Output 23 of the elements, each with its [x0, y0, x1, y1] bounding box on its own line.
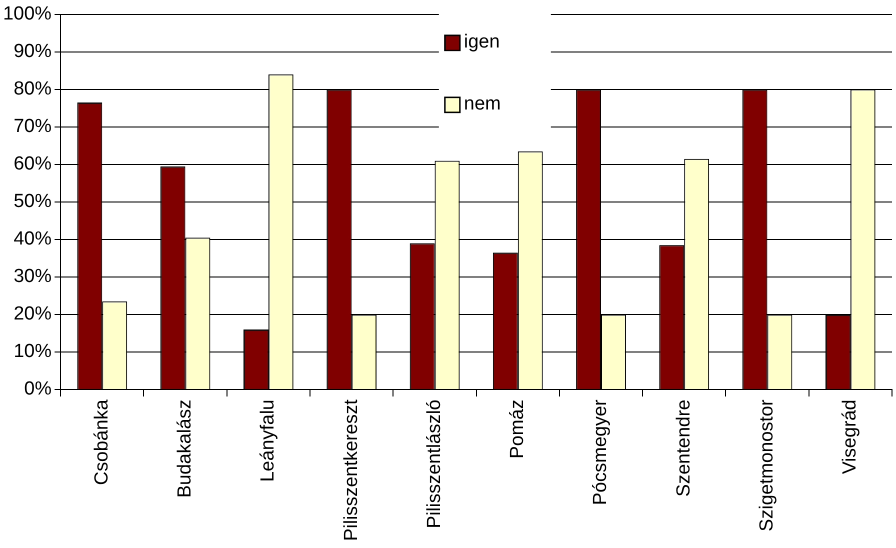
x-tick-label: Pócsmegyer: [590, 398, 612, 506]
y-tick-label: 30%: [14, 266, 52, 288]
x-tick-label: Szentendre: [673, 400, 694, 497]
y-tick-label: 80%: [14, 78, 52, 100]
x-tick-label: Csobánka: [91, 399, 112, 486]
x-tick-label: Pilisszentlászló: [424, 400, 445, 528]
y-tick-label: 70%: [14, 116, 52, 138]
x-tick-label: Budakalász: [174, 400, 196, 498]
x-tick-label: Pilisszentkereszt: [340, 398, 362, 542]
y-tick-label: 90%: [14, 41, 52, 62]
y-tick-label: 100%: [2, 4, 52, 25]
y-tick-label: 50%: [14, 191, 52, 212]
x-tick-label: Szigetmonostor: [756, 398, 778, 532]
y-tick-label: 10%: [14, 341, 52, 362]
y-tick-label: 60%: [14, 154, 52, 175]
legend-label: igen: [464, 32, 500, 53]
x-tick-label: Visegrád: [840, 400, 861, 474]
y-tick-label: 0%: [24, 378, 52, 400]
y-tick-label: 20%: [14, 304, 52, 325]
x-tick-label: Pomáz: [507, 400, 528, 459]
legend-label: nem: [464, 94, 501, 115]
y-tick-label: 40%: [14, 228, 52, 250]
x-tick-label: Leányfalu: [258, 400, 279, 482]
